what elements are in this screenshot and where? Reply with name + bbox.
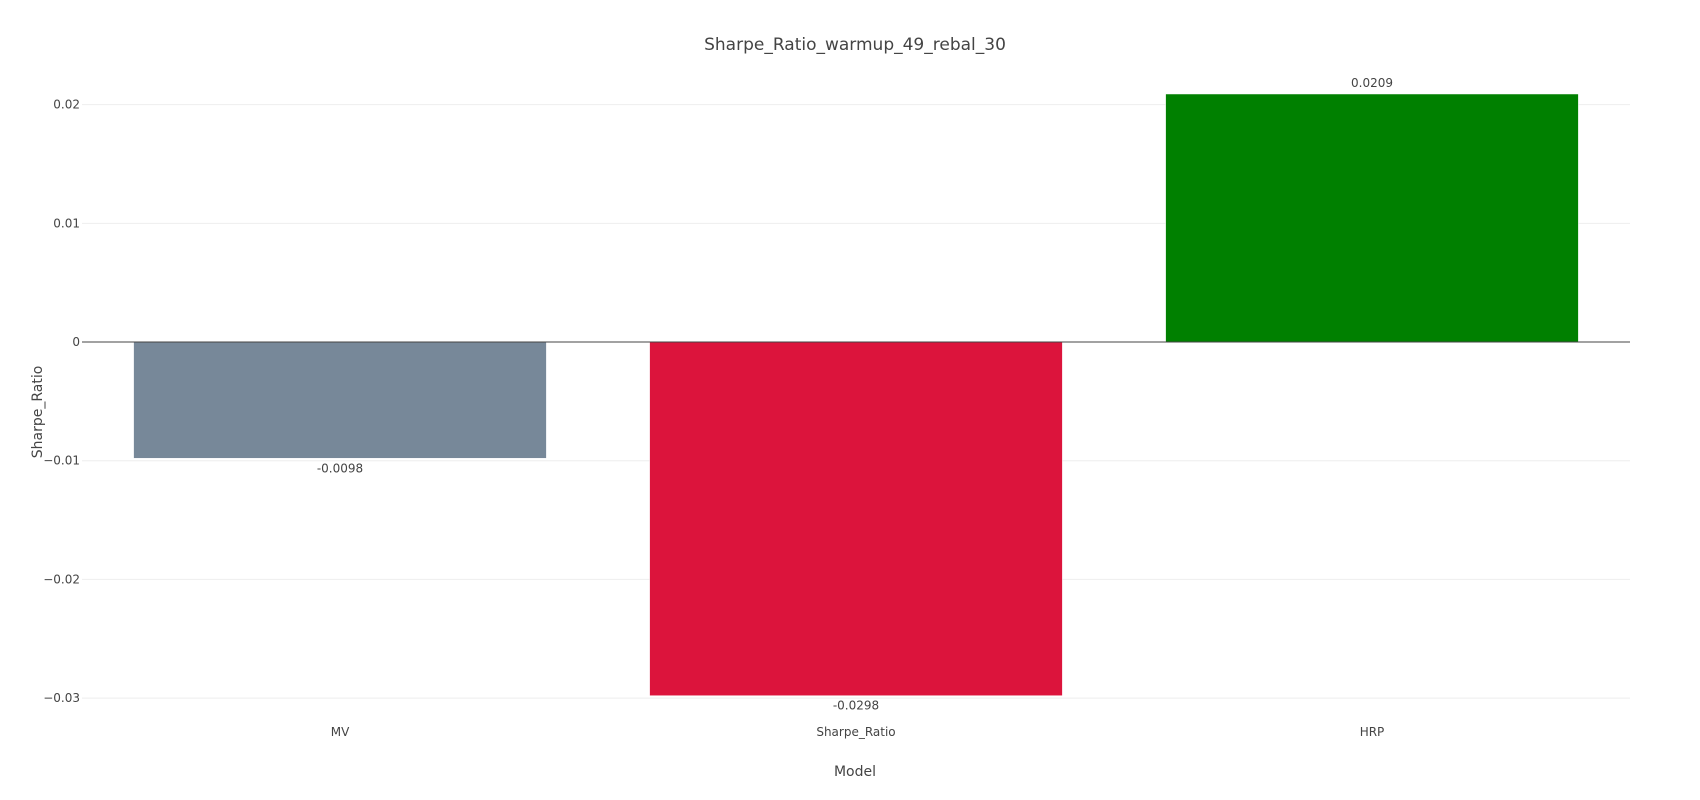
bar-mv[interactable] bbox=[133, 341, 547, 459]
x-axis-title: Model bbox=[834, 764, 876, 780]
x-tick-label: Sharpe_Ratio bbox=[816, 725, 895, 739]
x-tick-label: MV bbox=[331, 725, 350, 739]
data-label: -0.0098 bbox=[317, 461, 363, 475]
x-tick-label: HRP bbox=[1360, 725, 1385, 739]
y-tick-label: −0.01 bbox=[43, 454, 80, 468]
bar-hrp[interactable] bbox=[1165, 93, 1579, 343]
y-tick-label: −0.02 bbox=[43, 572, 80, 586]
bars bbox=[133, 93, 1579, 696]
y-tick-label: 0 bbox=[72, 335, 80, 349]
y-tick-label: 0.01 bbox=[53, 216, 80, 230]
y-tick-labels: −0.03 −0.02 −0.01 0 0.01 0.02 bbox=[43, 98, 80, 705]
data-labels: -0.0098 -0.0298 0.0209 bbox=[317, 76, 1393, 713]
x-tick-labels: MV Sharpe_Ratio HRP bbox=[331, 725, 1385, 739]
data-label: 0.0209 bbox=[1351, 76, 1393, 90]
y-tick-label: 0.02 bbox=[53, 98, 80, 112]
y-tick-label: −0.03 bbox=[43, 691, 80, 705]
data-label: -0.0298 bbox=[833, 699, 879, 713]
bar-sharpe-ratio[interactable] bbox=[649, 341, 1063, 696]
y-axis-title: Sharpe_Ratio bbox=[30, 366, 46, 459]
chart-title: Sharpe_Ratio_warmup_49_rebal_30 bbox=[704, 35, 1006, 55]
